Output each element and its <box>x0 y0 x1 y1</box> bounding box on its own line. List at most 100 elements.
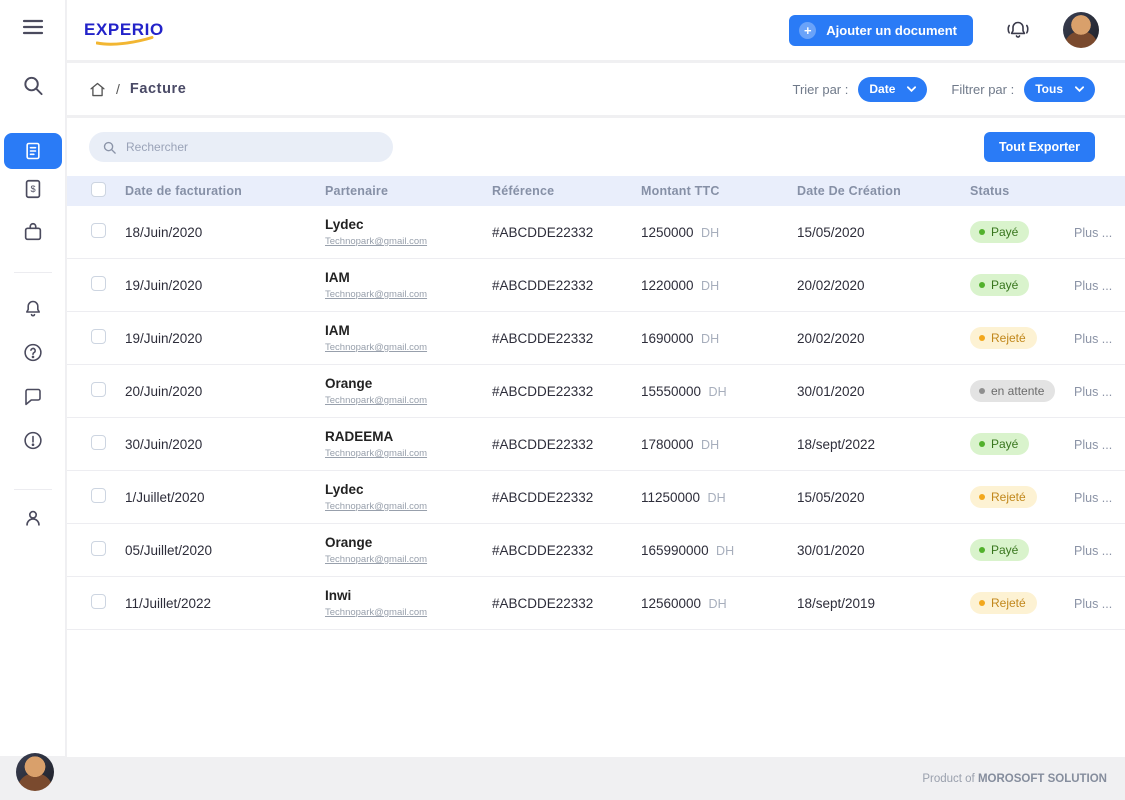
add-document-button[interactable]: + Ajouter un document <box>789 14 973 46</box>
logo-swoosh-icon <box>96 36 154 46</box>
partner-email-link[interactable]: Technopark@gmail.com <box>325 342 428 353</box>
amount-value: 11250000 <box>641 489 701 505</box>
row-more-button[interactable]: Plus ... <box>1074 225 1113 240</box>
reference-cell: #ABCDDE22332 <box>492 330 594 346</box>
created-date-cell: 15/05/2020 <box>797 224 865 240</box>
amount-value: 15550000 <box>641 383 702 399</box>
row-more-button[interactable]: Plus ... <box>1074 278 1113 293</box>
row-checkbox[interactable] <box>91 594 106 609</box>
status-dot-icon <box>979 229 985 235</box>
row-more-button[interactable]: Plus ... <box>1074 384 1113 399</box>
row-more-button[interactable]: Plus ... <box>1074 437 1113 452</box>
row-more-button[interactable]: Plus ... <box>1074 331 1113 346</box>
filter-label: Filtrer par : <box>951 81 1015 97</box>
partner-name: RADEEMA <box>325 429 394 444</box>
sort-value: Date <box>869 82 896 96</box>
table-row: 18/Juin/2020 Lydec Technopark@gmail.com … <box>67 206 1125 259</box>
export-all-button[interactable]: Tout Exporter <box>983 132 1095 162</box>
invoice-list-card: Tout Exporter Date de facturation Parten… <box>67 118 1125 757</box>
status-badge: Rejeté <box>970 486 1037 508</box>
status-dot-icon <box>979 335 985 341</box>
partner-email-link[interactable]: Technopark@gmail.com <box>325 236 428 247</box>
status-label: Payé <box>991 278 1019 292</box>
partner-email-link[interactable]: Technopark@gmail.com <box>325 448 428 459</box>
sidebar-item-billing[interactable]: $ <box>22 178 44 200</box>
billing-document-icon: $ <box>22 178 44 200</box>
partner-email-link[interactable]: Technopark@gmail.com <box>325 289 428 300</box>
footer-company: MOROSOFT SOLUTION <box>977 773 1107 785</box>
row-more-button[interactable]: Plus ... <box>1074 490 1113 505</box>
invoice-date-cell: 1/Juillet/2020 <box>125 489 205 505</box>
chat-bubble-icon <box>22 386 43 407</box>
created-date-cell: 30/01/2020 <box>797 542 865 558</box>
sidebar-item-help[interactable] <box>22 342 43 363</box>
search-input[interactable] <box>126 140 380 154</box>
table-row: 19/Juin/2020 IAM Technopark@gmail.com #A… <box>67 312 1125 365</box>
select-all-checkbox[interactable] <box>91 182 106 197</box>
package-box-icon <box>22 221 44 243</box>
partner-name: Inwi <box>325 588 352 603</box>
row-checkbox[interactable] <box>91 329 106 344</box>
status-label: Payé <box>991 225 1019 239</box>
sidebar-item-notifications[interactable] <box>22 298 43 319</box>
partner-email-link[interactable]: Technopark@gmail.com <box>325 607 428 618</box>
sidebar-item-invoices-active[interactable] <box>4 133 62 169</box>
sidebar: $ <box>0 0 66 756</box>
row-more-button[interactable]: Plus ... <box>1074 543 1113 558</box>
sidebar-user-avatar[interactable] <box>16 753 54 791</box>
home-icon[interactable] <box>89 81 106 98</box>
search-box <box>89 132 393 162</box>
table-row: 11/Juillet/2022 Inwi Technopark@gmail.co… <box>67 577 1125 630</box>
sort-dropdown[interactable]: Date <box>858 76 928 102</box>
sidebar-search-button[interactable] <box>21 74 44 97</box>
invoice-date-cell: 05/Juillet/2020 <box>125 542 213 558</box>
breadcrumb-bar: / Facture Trier par : Date Filtrer par :… <box>67 63 1125 115</box>
table-toolbar: Tout Exporter <box>67 118 1125 176</box>
row-checkbox[interactable] <box>91 488 106 503</box>
column-header-created: Date De Création <box>797 184 901 198</box>
row-checkbox[interactable] <box>91 223 106 238</box>
currency-suffix: DH <box>697 437 720 452</box>
sidebar-item-account[interactable] <box>22 507 44 529</box>
amount-value: 12560000 <box>641 595 702 611</box>
filter-value: Tous <box>1035 82 1063 96</box>
notifications-button[interactable] <box>1005 18 1031 42</box>
partner-cell: Lydec Technopark@gmail.com <box>325 482 492 512</box>
partner-name: Orange <box>325 535 373 550</box>
app-logo[interactable]: EXPERIO <box>84 20 164 46</box>
amount-cell: 1250000 DH <box>641 225 797 240</box>
menu-toggle-button[interactable] <box>21 15 45 39</box>
row-checkbox[interactable] <box>91 276 106 291</box>
reference-cell: #ABCDDE22332 <box>492 595 594 611</box>
row-more-button[interactable]: Plus ... <box>1074 596 1113 611</box>
invoice-date-cell: 19/Juin/2020 <box>125 277 203 293</box>
breadcrumb-separator: / <box>116 81 120 97</box>
exclamation-circle-icon <box>22 430 43 451</box>
amount-value: 1220000 <box>641 277 694 293</box>
partner-cell: IAM Technopark@gmail.com <box>325 270 492 300</box>
filter-dropdown[interactable]: Tous <box>1024 76 1095 102</box>
row-checkbox[interactable] <box>91 382 106 397</box>
amount-cell: 15550000 DH <box>641 384 797 399</box>
profile-avatar[interactable] <box>1063 12 1099 48</box>
sidebar-item-products[interactable] <box>22 221 44 243</box>
plus-icon: + <box>799 21 817 39</box>
partner-name: Lydec <box>325 482 364 497</box>
partner-email-link[interactable]: Technopark@gmail.com <box>325 395 428 406</box>
reference-cell: #ABCDDE22332 <box>492 224 594 240</box>
status-dot-icon <box>979 547 985 553</box>
created-date-cell: 18/sept/2022 <box>797 436 876 452</box>
hamburger-icon <box>21 15 45 39</box>
partner-email-link[interactable]: Technopark@gmail.com <box>325 501 428 512</box>
partner-email-link[interactable]: Technopark@gmail.com <box>325 554 428 565</box>
invoice-date-cell: 11/Juillet/2022 <box>125 595 212 611</box>
currency-suffix: DH <box>697 331 720 346</box>
status-dot-icon <box>979 494 985 500</box>
sidebar-item-alerts[interactable] <box>22 430 43 451</box>
reference-cell: #ABCDDE22332 <box>492 436 594 452</box>
sidebar-item-messages[interactable] <box>22 386 43 407</box>
table-row: 1/Juillet/2020 Lydec Technopark@gmail.co… <box>67 471 1125 524</box>
row-checkbox[interactable] <box>91 541 106 556</box>
row-checkbox[interactable] <box>91 435 106 450</box>
currency-suffix: DH <box>697 225 720 240</box>
